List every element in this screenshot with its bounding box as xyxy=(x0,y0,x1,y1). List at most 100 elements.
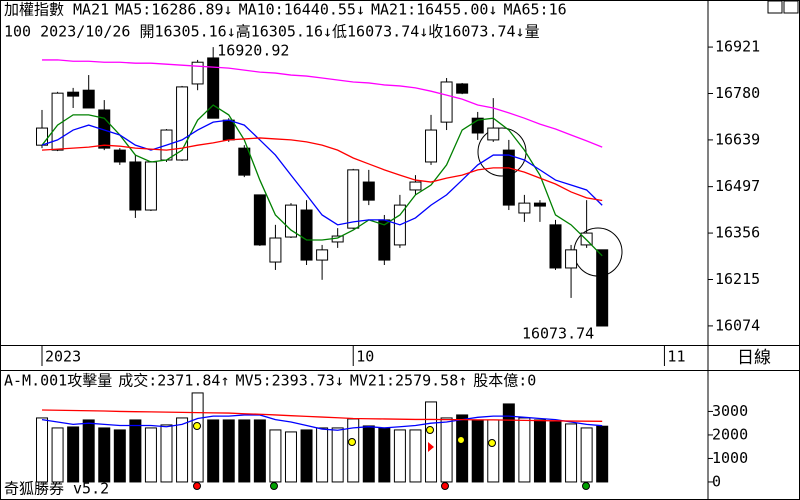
signal-dot xyxy=(488,439,496,447)
volume-bar xyxy=(409,429,422,483)
candle-body xyxy=(144,161,157,211)
volume-bar xyxy=(440,417,453,483)
header-item: MV21:2579.58↑ xyxy=(350,372,467,390)
volume-bar xyxy=(565,423,578,483)
volume-bar xyxy=(67,426,80,483)
volume-bar xyxy=(284,431,297,483)
header-item: MA65:16 xyxy=(503,1,566,19)
header-item: A-M.001攻擊量 xyxy=(4,372,112,390)
volume-bar xyxy=(393,429,406,483)
candle-body xyxy=(487,127,500,141)
volume-bar xyxy=(98,427,111,483)
x-tick-label: 2023 xyxy=(45,348,81,366)
volume-bar xyxy=(113,429,126,483)
axes: 16074 16215 16356 16497 16639 16780 16921 2023 1… xyxy=(41,38,760,490)
header-item: MA5:16286.89↓ xyxy=(115,1,232,19)
y-tick-label: 16215 xyxy=(715,270,760,288)
candle-body xyxy=(378,219,391,261)
candle-body xyxy=(300,209,313,261)
signal-dot xyxy=(582,482,590,490)
ma-line xyxy=(41,137,603,202)
candle-body xyxy=(502,149,515,206)
signals xyxy=(193,422,590,490)
y-tick-label: 16639 xyxy=(715,130,760,148)
volume-bar xyxy=(316,427,329,483)
volume-bar xyxy=(487,419,500,483)
candle-body xyxy=(425,129,438,163)
candle-body xyxy=(518,202,531,214)
ma-line xyxy=(41,414,603,431)
candle-body xyxy=(222,119,235,141)
window-button[interactable] xyxy=(783,0,799,14)
signal-dot xyxy=(193,422,201,430)
candle-body xyxy=(409,181,422,191)
period-label: 日線 xyxy=(737,348,771,368)
volume-bar xyxy=(456,414,469,483)
volume-panel: A-M.001攻擊量 成交:2371.84↑ MV5:2393.73↓ MV21:25… xyxy=(4,372,609,483)
candle-body xyxy=(596,249,609,327)
candle-body xyxy=(471,117,484,134)
footer: 奇狐勝券 v5.2 xyxy=(4,480,109,498)
signal-dot xyxy=(270,482,278,490)
volume-bar xyxy=(518,417,531,483)
volume-bar xyxy=(36,417,49,483)
header-item: 成交:2371.84↑ xyxy=(118,372,229,390)
volume-bar xyxy=(160,424,173,483)
window-button[interactable] xyxy=(767,0,783,14)
high-label: 16920.92 xyxy=(217,42,289,60)
volume-bar xyxy=(300,429,313,483)
volume-bar xyxy=(533,419,546,483)
candle-body xyxy=(269,237,282,263)
candle-body xyxy=(316,249,329,261)
ma-line xyxy=(42,409,603,422)
candle-body xyxy=(533,202,546,207)
candle-body xyxy=(456,83,469,94)
volume-bar xyxy=(222,419,235,483)
signal-dot xyxy=(426,426,434,434)
volume-bar xyxy=(191,392,204,483)
volume-bar xyxy=(269,429,282,483)
volume-bar xyxy=(331,427,344,483)
info-line: 100 2023/10/26 開16305.16↓高16305.16↓低1607… xyxy=(4,23,540,41)
volume-bar xyxy=(362,425,375,483)
header-item: MA21:16455.00↓ xyxy=(371,1,497,19)
candle-body xyxy=(580,232,593,246)
header-item: MA10:16440.55↓ xyxy=(239,1,365,19)
candle-body xyxy=(207,57,220,119)
y-tick-label: 16921 xyxy=(715,38,760,56)
y-tick-label: 16497 xyxy=(715,177,760,195)
volume-bar xyxy=(425,401,438,483)
low-label: 16073.74 xyxy=(522,324,594,342)
header-item: 股本億:0 xyxy=(473,372,536,390)
signal-arrow xyxy=(428,442,434,452)
volume-bar xyxy=(502,403,515,483)
ma-line xyxy=(41,104,603,257)
y-tick-label: 3000 xyxy=(712,402,748,420)
candle-body xyxy=(129,161,142,211)
header-item: MV5:2393.73↓ xyxy=(236,372,344,390)
volume-bar xyxy=(82,419,95,483)
y-tick-label: 16356 xyxy=(715,224,760,242)
candle-body xyxy=(238,147,251,176)
volume-bar xyxy=(207,419,220,483)
price-panel: 加權指數 MA21 MA5:16286.89↓ MA10:16440.55↓ MA21… xyxy=(4,1,609,342)
y-tick-label: 1000 xyxy=(712,449,748,467)
signal-dot xyxy=(457,436,465,444)
volume-bar xyxy=(253,419,266,483)
x-tick-label: 11 xyxy=(667,348,685,366)
volume-bar xyxy=(471,419,484,483)
header-item: 加權指數 MA21 xyxy=(4,1,109,19)
candle-body xyxy=(549,224,562,269)
y-tick-label: 2000 xyxy=(712,425,748,443)
candle-body xyxy=(440,81,453,123)
volume-bar xyxy=(596,425,609,483)
candle-body xyxy=(113,149,126,163)
candle-body xyxy=(253,194,266,246)
y-tick-label: 16074 xyxy=(715,316,760,334)
volume-bar xyxy=(144,427,157,483)
candle-body xyxy=(67,91,80,97)
signal-dot xyxy=(441,482,449,490)
candle-body xyxy=(284,204,297,238)
